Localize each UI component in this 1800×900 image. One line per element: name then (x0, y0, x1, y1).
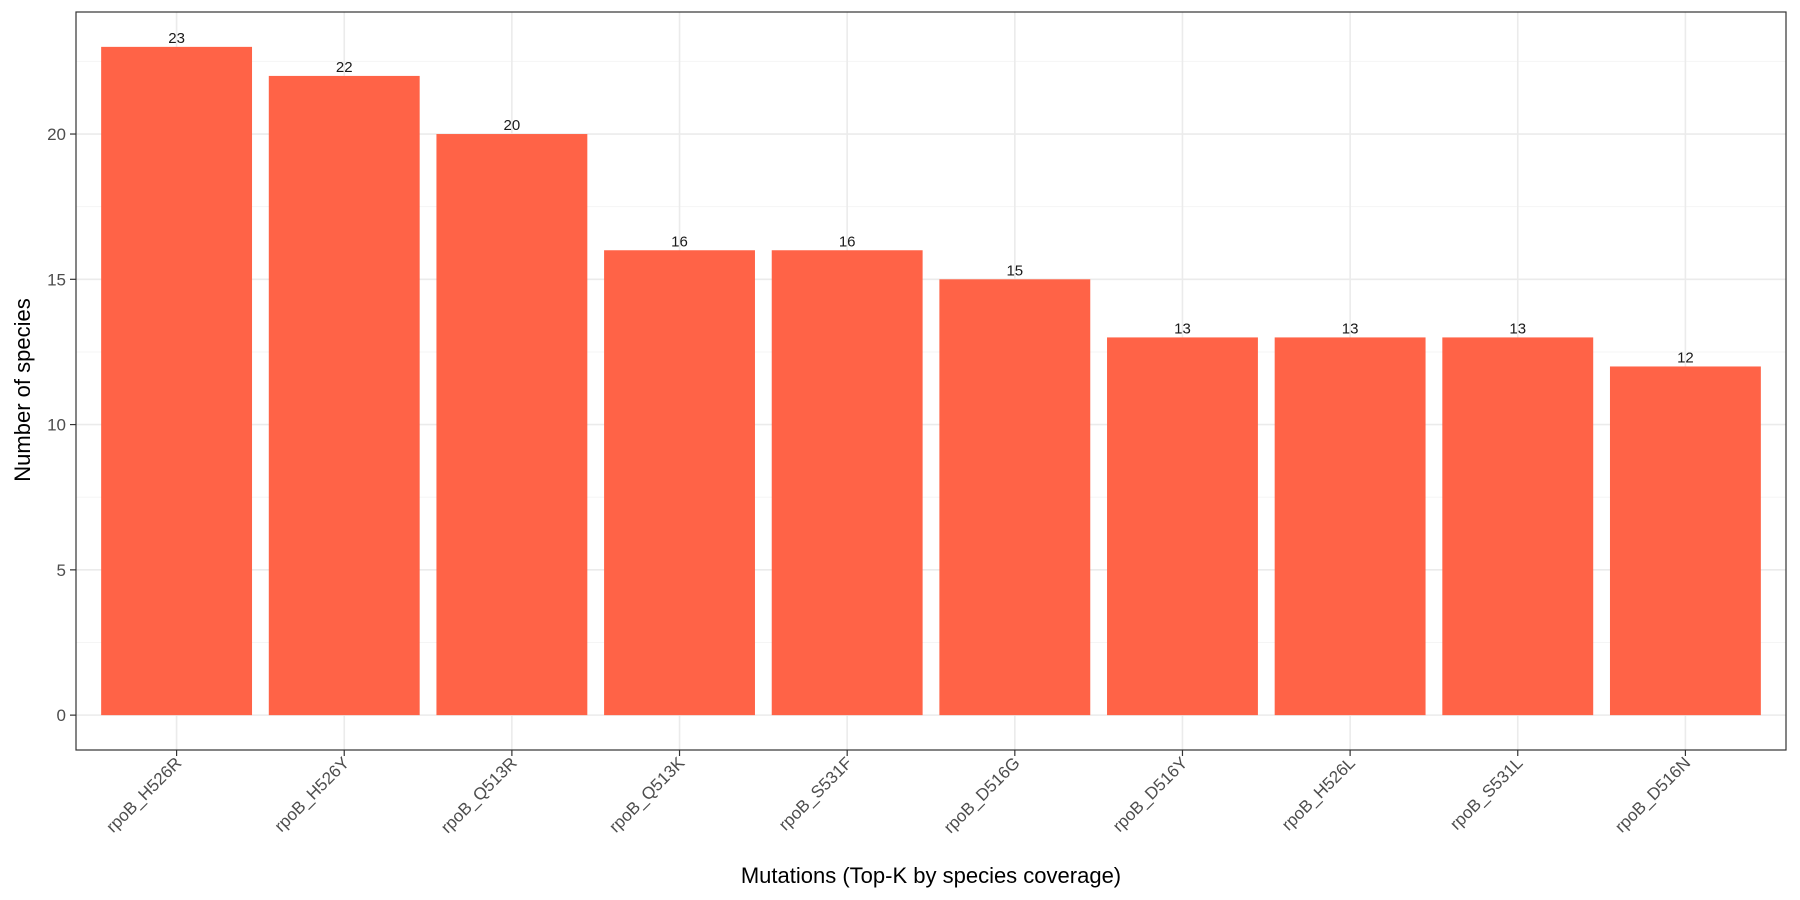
x-tick-label-rpoB_H526R: rpoB_H526R (102, 753, 185, 836)
data-label-rpoB_D516Y: 13 (1174, 320, 1191, 337)
data-label-rpoB_H526Y: 22 (336, 59, 353, 76)
x-axis: rpoB_H526R rpoB_H526Y rpoB_Q513R rpoB_Q513K… (102, 750, 1694, 837)
data-label-rpoB_Q513R: 20 (504, 117, 521, 134)
data-label-rpoB_S531F: 16 (839, 233, 856, 250)
bar-rpoB_S531L (1442, 337, 1594, 716)
bar-rpoB_Q513R (436, 134, 588, 716)
bar-rpoB_H526R (101, 46, 253, 716)
data-label-rpoB_S531L: 13 (1509, 320, 1526, 337)
data-labels: 23 22 20 16 16 15 13 13 13 12 (168, 30, 1694, 367)
x-tick-label-rpoB_D516G: rpoB_D516G (940, 753, 1024, 837)
x-tick-label-rpoB_S531F: rpoB_S531F (775, 753, 856, 834)
y-axis-title: Number of species (10, 298, 35, 481)
x-tick-label-rpoB_D516Y: rpoB_D516Y (1109, 753, 1191, 835)
y-tick-label: 0 (57, 706, 66, 725)
bar-rpoB_S531F (771, 250, 923, 716)
bar-rpoB_H526L (1274, 337, 1426, 716)
y-tick-label: 10 (47, 416, 66, 435)
data-label-rpoB_D516N: 12 (1677, 349, 1694, 366)
y-tick-label: 20 (47, 125, 66, 144)
panel-border (75, 11, 1787, 751)
data-label-rpoB_Q513K: 16 (671, 233, 688, 250)
x-tick-label-rpoB_H526L: rpoB_H526L (1278, 753, 1359, 834)
x-tick-label-rpoB_Q513R: rpoB_Q513R (437, 753, 521, 837)
bar-rpoB_D516G (939, 279, 1091, 716)
y-axis: 0 5 10 15 20 (47, 125, 76, 725)
x-tick-label-rpoB_S531L: rpoB_S531L (1446, 753, 1526, 833)
x-tick-label-rpoB_D516N: rpoB_D516N (1611, 753, 1694, 836)
data-label-rpoB_D516G: 15 (1006, 262, 1023, 279)
data-label-rpoB_H526L: 13 (1342, 320, 1359, 337)
x-axis-title: Mutations (Top-K by species coverage) (741, 863, 1121, 888)
bar-rpoB_Q513K (604, 250, 755, 716)
bar-rpoB_H526Y (268, 75, 420, 716)
x-tick-label-rpoB_H526Y: rpoB_H526Y (271, 753, 353, 835)
bars (101, 46, 1761, 716)
y-tick-label: 15 (47, 270, 66, 289)
bar-rpoB_D516N (1609, 366, 1761, 716)
y-tick-label: 5 (57, 561, 66, 580)
x-tick-label-rpoB_Q513K: rpoB_Q513K (605, 753, 688, 836)
data-label-rpoB_H526R: 23 (168, 30, 185, 47)
bar-rpoB_D516Y (1107, 337, 1258, 716)
